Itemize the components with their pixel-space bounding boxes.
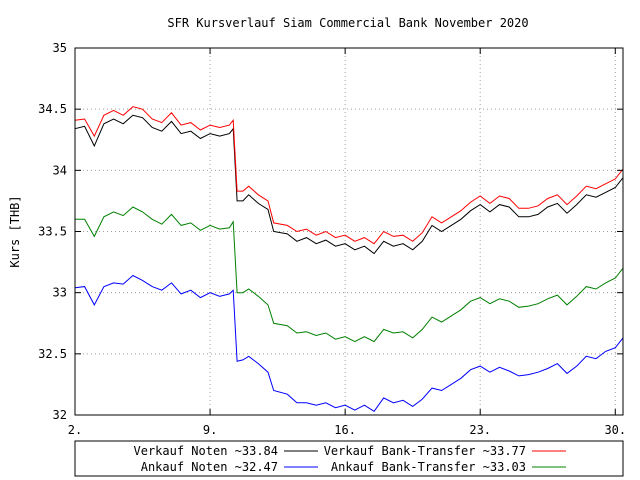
y-tick-label: 33.5 [38, 225, 67, 239]
y-tick-label: 32 [53, 408, 67, 422]
y-tick-label: 34 [53, 163, 67, 177]
legend-box [74, 440, 624, 477]
y-tick-label: 34.5 [38, 102, 67, 116]
chart-title: SFR Kursverlauf Siam Commercial Bank Nov… [167, 16, 528, 30]
series-line-0 [74, 114, 624, 255]
plot-frame [74, 47, 624, 416]
axis-ticks: 32 32.5 33 33.5 34 34.5 35 2. 9. 16. 23. 30. [38, 41, 626, 437]
legend-label: Ankauf Noten ~32.47 [141, 460, 278, 474]
series-line-3 [75, 206, 624, 343]
x-tick-label: 2. [68, 423, 82, 437]
x-tick-label: 30. [604, 423, 626, 437]
series-lines [74, 106, 624, 412]
legend-label: Verkauf Noten ~33.84 [134, 444, 279, 458]
x-tick-label: 16. [334, 423, 356, 437]
grid [75, 48, 623, 415]
series-line-1 [74, 274, 624, 412]
legend-label: Ankauf Bank-Transfer ~33.03 [331, 460, 526, 474]
y-tick-label: 33 [53, 286, 67, 300]
x-tick-label: 23. [469, 423, 491, 437]
legend-label: Verkauf Bank-Transfer ~33.77 [324, 444, 526, 458]
y-tick-label: 35 [53, 41, 67, 55]
y-axis-label: Kurs [THB] [8, 195, 22, 267]
y-tick-label: 32.5 [38, 347, 67, 361]
series-line-2 [74, 106, 624, 245]
x-tick-label: 9. [203, 423, 217, 437]
legend: Verkauf Noten ~33.84 Ankauf Noten ~32.47 V… [74, 440, 624, 477]
